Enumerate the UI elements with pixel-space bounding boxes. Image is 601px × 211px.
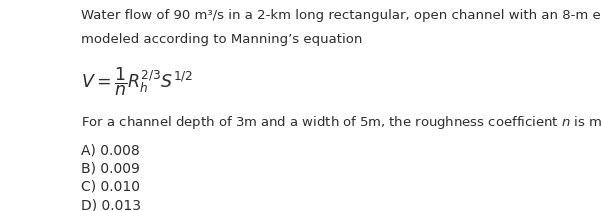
Text: A) 0.008: A) 0.008 xyxy=(81,143,140,157)
Text: C) 0.010: C) 0.010 xyxy=(81,180,140,194)
Text: For a channel depth of 3m and a width of 5m, the roughness coefficient $n$ is mo: For a channel depth of 3m and a width of… xyxy=(81,114,601,131)
Text: $V = \dfrac{1}{n} R_h^{2/3} S^{1/2}$: $V = \dfrac{1}{n} R_h^{2/3} S^{1/2}$ xyxy=(81,66,193,99)
Text: D) 0.013: D) 0.013 xyxy=(81,198,141,211)
Text: B) 0.009: B) 0.009 xyxy=(81,161,140,176)
Text: Water flow of 90 m³/s in a 2-km long rectangular, open channel with an 8-m eleva: Water flow of 90 m³/s in a 2-km long rec… xyxy=(81,9,601,22)
Text: modeled according to Manning’s equation: modeled according to Manning’s equation xyxy=(81,33,362,46)
